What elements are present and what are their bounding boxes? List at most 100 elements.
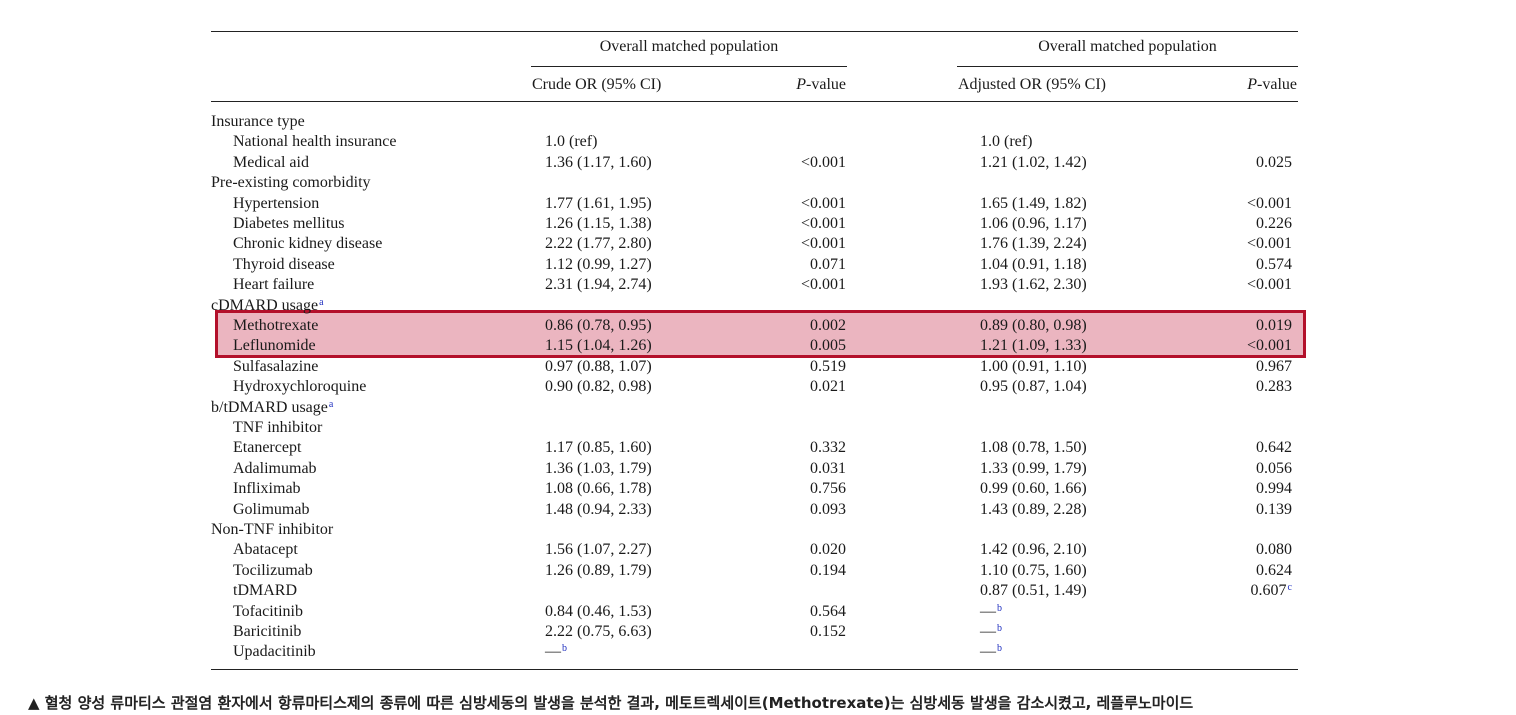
adjusted-or-cell-text: 1.08 (0.78, 1.50)	[980, 439, 1087, 457]
crude-or-cell-text: 1.26 (0.89, 1.79)	[545, 561, 652, 579]
crude-or-cell-text: 1.12 (0.99, 1.27)	[545, 255, 652, 273]
crude-or-cell-text: 1.36 (1.03, 1.79)	[545, 459, 652, 477]
adjusted-or-cell: 1.65 (1.49, 1.82)	[980, 194, 1087, 214]
crude-or-cell: 1.26 (1.15, 1.38)	[545, 214, 652, 234]
p-value-1-cell-text: 0.152	[810, 623, 846, 640]
adjusted-or-cell-text: 1.04 (0.91, 1.18)	[980, 255, 1087, 273]
crude-or-cell: 2.22 (0.75, 6.63)	[545, 622, 652, 642]
table-row: Diabetes mellitus 1.26 (1.15, 1.38) <0.001…	[0, 214, 1516, 234]
group-header-left-rule	[531, 66, 847, 67]
p-value-2-cell: 0.607c	[1251, 581, 1292, 601]
group-header-right-rule	[957, 66, 1298, 67]
row-label-text: Diabetes mellitus	[233, 215, 345, 232]
p-value-2-cell-text: <0.001	[1246, 194, 1292, 212]
row-label: TNF inhibitor	[233, 418, 322, 438]
p-value-2-cell: 0.080	[1256, 540, 1292, 560]
crude-or-cell-text: 0.84 (0.46, 1.53)	[545, 602, 652, 620]
row-label-text: Tocilizumab	[233, 561, 313, 579]
table-row: Abatacept 1.56 (1.07, 2.27) 0.020 1.42 (0.9…	[0, 540, 1516, 560]
table-row: Thyroid disease 1.12 (0.99, 1.27) 0.071 1.0…	[0, 255, 1516, 275]
table-row: Adalimumab 1.36 (1.03, 1.79) 0.031 1.33 (0.…	[0, 459, 1516, 479]
table-row: Baricitinib 2.22 (0.75, 6.63) 0.152 —b	[0, 622, 1516, 642]
p-suffix: -value	[806, 76, 846, 93]
group-header-right: Overall matched population	[1038, 38, 1217, 55]
row-label: tDMARD	[233, 581, 297, 601]
adjusted-or-cell-text: 1.65 (1.49, 1.82)	[980, 194, 1087, 212]
adjusted-or-cell-text: 1.21 (1.09, 1.33)	[980, 337, 1087, 355]
p-value-1-cell-text: <0.001	[800, 215, 846, 232]
adjusted-or-cell: —b	[980, 602, 1002, 622]
adjusted-or-cell-text: —	[980, 623, 996, 640]
table-row: Pre-existing comorbidity	[0, 173, 1516, 193]
adjusted-or-cell-text: 1.76 (1.39, 2.24)	[980, 235, 1087, 253]
row-label-text: Etanercept	[233, 439, 302, 457]
table-row: Non-TNF inhibitor	[0, 520, 1516, 540]
crude-or-cell-text: —	[545, 643, 561, 661]
footnote-marker: c	[1287, 582, 1292, 594]
adjusted-or-cell: 0.87 (0.51, 1.49)	[980, 581, 1087, 601]
p-value-2-cell-text: 0.025	[1256, 153, 1292, 171]
row-label: Hypertension	[233, 194, 319, 214]
crude-or-cell: 1.15 (1.04, 1.26)	[545, 336, 652, 356]
p-value-1-cell-text: 0.093	[810, 500, 846, 518]
p-value-2-cell: 0.226	[1256, 214, 1292, 234]
row-label-text: Non-TNF inhibitor	[211, 521, 334, 538]
row-label: Non-TNF inhibitor	[211, 520, 333, 540]
p-value-2-cell: <0.001	[1247, 194, 1292, 214]
row-label-text: Leflunomide	[233, 337, 316, 355]
row-label-text: National health insurance	[233, 133, 397, 151]
row-label-text: Adalimumab	[233, 459, 317, 477]
p-value-2-cell: <0.001	[1247, 234, 1292, 254]
crude-or-cell-text: 2.31 (1.94, 2.74)	[545, 276, 652, 294]
p-value-1-cell: 0.332	[810, 438, 846, 458]
crude-or-cell: 2.22 (1.77, 2.80)	[545, 234, 652, 254]
p-value-1-cell-text: 0.005	[810, 337, 846, 355]
row-label-text: tDMARD	[233, 582, 298, 600]
p-value-2-cell: 0.283	[1256, 377, 1292, 397]
row-label-text: cDMARD usage	[211, 296, 319, 314]
p-value-2-cell-text: <0.001	[1246, 337, 1292, 355]
p-value-1-cell: 0.756	[810, 479, 846, 499]
p-suffix: -value	[1257, 76, 1297, 93]
row-label: Tofacitinib	[233, 602, 303, 622]
row-label-text: Infliximab	[233, 480, 301, 498]
p-value-2-cell-text: 0.967	[1256, 357, 1292, 375]
row-label-text: Baricitinib	[233, 623, 302, 640]
row-label: Pre-existing comorbidity	[211, 173, 371, 193]
p-italic: P	[1247, 76, 1258, 93]
crude-or-cell: 1.0 (ref)	[545, 132, 597, 152]
p-value-2-cell: 0.019	[1256, 316, 1292, 336]
table-row: Hydroxychloroquine 0.90 (0.82, 0.98) 0.021…	[0, 377, 1516, 397]
p-value-2-cell-text: 0.080	[1256, 541, 1292, 559]
crude-or-cell: 0.90 (0.82, 0.98)	[545, 377, 652, 397]
row-label: Upadacitinib	[233, 642, 316, 662]
row-label-text: Hydroxychloroquine	[233, 378, 367, 396]
table-row: cDMARD usagea	[0, 296, 1516, 316]
footnote-marker: b	[997, 643, 1002, 655]
p-value-2-cell-text: 0.056	[1256, 459, 1292, 477]
row-label-text: Abatacept	[233, 541, 298, 559]
table-row: Infliximab 1.08 (0.66, 1.78) 0.756 0.99 (0.…	[0, 479, 1516, 499]
row-label: Abatacept	[233, 540, 298, 560]
crude-or-cell-text: 0.90 (0.82, 0.98)	[545, 378, 652, 396]
row-label: Insurance type	[211, 112, 305, 132]
p-value-2-cell: 0.994	[1256, 479, 1292, 499]
adjusted-or-cell: 1.21 (1.09, 1.33)	[980, 336, 1087, 356]
adjusted-or-cell-text: 1.43 (0.89, 2.28)	[980, 500, 1087, 518]
row-label-text: Medical aid	[233, 153, 309, 171]
row-label: Leflunomide	[233, 336, 316, 356]
crude-or-cell-text: 1.48 (0.94, 2.33)	[545, 500, 652, 518]
p-value-1-cell-text: <0.001	[800, 235, 846, 253]
adjusted-or-cell: 1.93 (1.62, 2.30)	[980, 275, 1087, 295]
row-label: b/tDMARD usagea	[211, 398, 333, 418]
adjusted-or-cell: 1.06 (0.96, 1.17)	[980, 214, 1087, 234]
adjusted-or-cell: 0.89 (0.80, 0.98)	[980, 316, 1087, 336]
row-label: Methotrexate	[233, 316, 318, 336]
column-header-p-value-1: P-value	[796, 76, 846, 94]
adjusted-or-cell: 1.33 (0.99, 1.79)	[980, 459, 1087, 479]
table-row: Leflunomide 1.15 (1.04, 1.26) 0.005 1.21 (1…	[0, 336, 1516, 356]
table-row: Insurance type	[0, 112, 1516, 132]
table-header-bottom-rule	[211, 101, 1298, 102]
adjusted-or-cell: 0.99 (0.60, 1.66)	[980, 479, 1087, 499]
row-label: Heart failure	[233, 275, 314, 295]
